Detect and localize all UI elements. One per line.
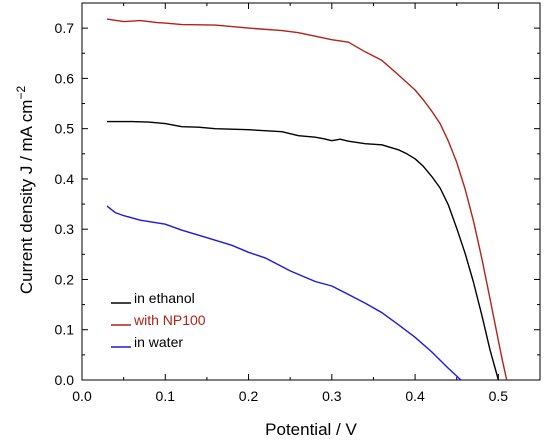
y-axis-title-main: Current density J / mA cm: [17, 100, 36, 295]
series-line-1: [107, 120, 500, 381]
x-tick-label: 0.2: [239, 388, 259, 404]
y-tick-label: 0.0: [55, 372, 75, 388]
y-axis-title: Current density J / mA cm−2: [14, 86, 36, 295]
x-tick-label: 0.0: [72, 388, 92, 404]
legend-label-2: with NP100: [133, 312, 206, 328]
y-tick-label: 0.2: [55, 271, 75, 287]
data-series: [106, 18, 508, 381]
x-tick-labels: 0.0 0.1 0.2 0.3 0.4 0.5: [72, 388, 508, 404]
x-tick-label: 0.4: [405, 388, 425, 404]
y-tick-label: 0.6: [55, 70, 75, 86]
x-tick-label: 0.1: [156, 388, 176, 404]
plot-area: [81, 2, 541, 381]
y-tick-label: 0.1: [55, 322, 75, 338]
legend: in ethanol with NP100 in water: [111, 290, 206, 350]
series-line-3: [106, 205, 462, 381]
series-line-2: [106, 18, 508, 381]
y-tick-label: 0.4: [55, 171, 75, 187]
legend-label-3: in water: [134, 334, 183, 350]
y-axis-title-exponent: −2: [14, 86, 28, 100]
y-tick-label: 0.3: [55, 221, 75, 237]
y-tick-labels: 0.0 0.1 0.2 0.3 0.4 0.5 0.6 0.7: [55, 20, 75, 388]
y-tick-label: 0.5: [55, 121, 75, 137]
x-tick-label: 0.5: [489, 388, 509, 404]
axis-ticks: [81, 3, 541, 381]
y-tick-label: 0.7: [55, 20, 75, 36]
x-axis-title: Potential / V: [265, 420, 357, 439]
x-tick-label: 0.3: [322, 388, 342, 404]
plot-frame: [81, 2, 541, 381]
legend-label-1: in ethanol: [134, 290, 195, 306]
